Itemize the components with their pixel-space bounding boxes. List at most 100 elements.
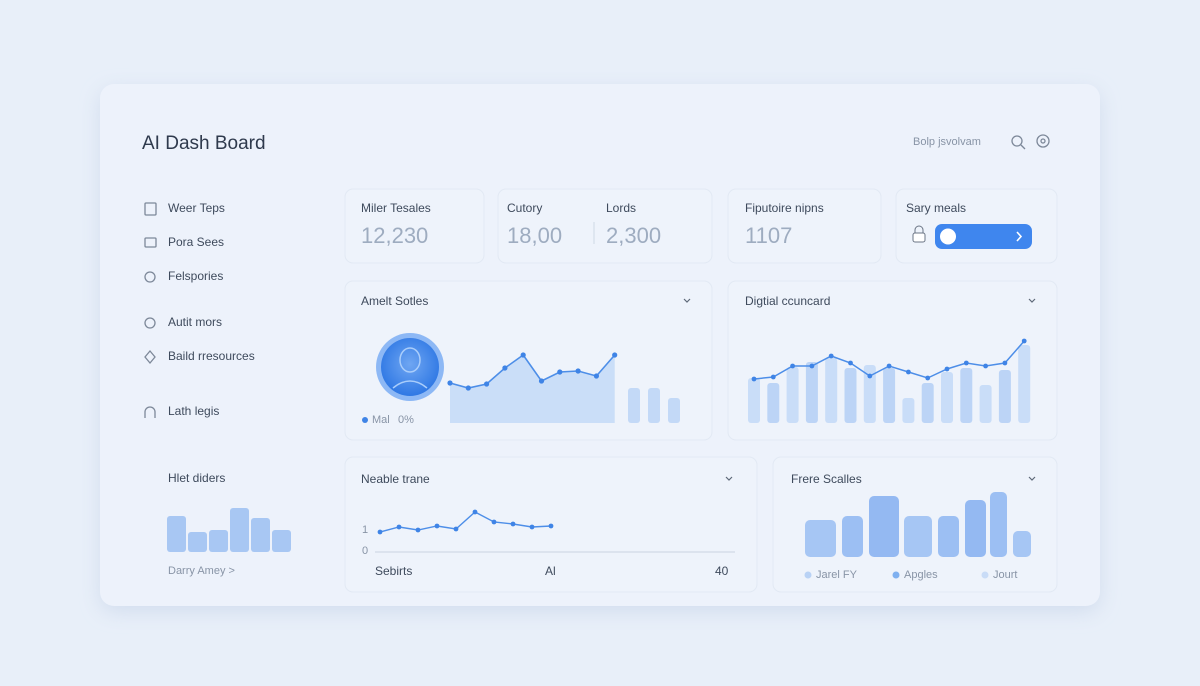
y-label: 0	[362, 545, 368, 557]
search-icon[interactable]	[1011, 135, 1026, 150]
nav-item[interactable]: Baild rresources	[168, 349, 255, 363]
x-label: 40	[715, 564, 729, 578]
line-point	[867, 373, 873, 379]
bar	[805, 362, 818, 423]
line-point	[538, 378, 545, 384]
line-point	[453, 526, 459, 532]
bar	[998, 370, 1011, 423]
mini-chart-title: Hlet diders	[168, 471, 225, 485]
bar	[921, 383, 934, 423]
sidebar-link[interactable]: Darry Amey >	[168, 565, 235, 577]
dropdown-chevron[interactable]	[1028, 298, 1036, 303]
y-label: 1	[362, 524, 368, 536]
bar	[786, 367, 799, 423]
page-title: AI Dash Board	[142, 133, 266, 154]
line-point	[1021, 338, 1027, 344]
bar	[825, 358, 838, 423]
stat-card	[727, 188, 882, 264]
bar	[767, 383, 780, 423]
line-point	[447, 380, 453, 386]
legend-dot	[362, 417, 368, 423]
line-point	[465, 385, 471, 391]
legend-value: 0%	[398, 414, 414, 426]
legend-label: Apgles	[904, 569, 938, 581]
legend-label: Mal	[372, 414, 390, 426]
x-label: Al	[545, 564, 556, 578]
bar	[990, 492, 1007, 557]
settings-icon[interactable]	[1036, 134, 1050, 148]
mini-bar	[230, 508, 249, 552]
line-point	[396, 524, 402, 530]
line-point	[790, 363, 795, 369]
line-point	[593, 373, 600, 379]
line-point	[848, 360, 853, 366]
mini-bar	[209, 530, 228, 552]
bar	[844, 368, 857, 423]
mini-bar	[188, 532, 207, 552]
bar	[628, 388, 640, 423]
bar	[1018, 345, 1031, 423]
line-point	[828, 353, 834, 359]
bar	[668, 398, 680, 423]
nav-item[interactable]: Felspories	[168, 269, 223, 283]
nav-icon	[144, 202, 157, 418]
line-point	[415, 527, 421, 533]
legend-dot	[892, 571, 900, 579]
line-point	[751, 376, 757, 382]
bar	[941, 372, 953, 423]
avatar	[376, 333, 444, 401]
line-point	[548, 523, 554, 529]
x-label: Sebirts	[375, 564, 412, 578]
mini-bar	[251, 518, 270, 552]
line-point	[484, 381, 490, 387]
line-point	[377, 529, 383, 535]
bar	[883, 368, 896, 423]
stat-value: 1107	[745, 223, 792, 248]
line-point	[770, 374, 776, 380]
line-point	[529, 524, 535, 530]
bar	[902, 398, 915, 423]
line-point	[612, 352, 618, 358]
stat-value: 2,300	[606, 223, 661, 248]
line-point	[491, 519, 497, 525]
dropdown-chevron[interactable]	[683, 298, 691, 303]
nav-item[interactable]: Lath legis	[168, 404, 219, 418]
legend-dot	[804, 571, 812, 579]
chart-title: Frere Scalles	[791, 472, 862, 486]
legend-label: Jarel FY	[816, 569, 858, 581]
search-text[interactable]: Bolp jsvolvam	[913, 136, 981, 148]
line-point	[520, 352, 526, 358]
stat-value: 18,00	[507, 223, 562, 248]
bar	[842, 516, 863, 557]
nav-item[interactable]: Pora Sees	[168, 235, 224, 249]
bar	[1013, 531, 1031, 557]
dropdown-chevron[interactable]	[1028, 476, 1036, 481]
toggle-button[interactable]	[935, 224, 1032, 249]
nav-item[interactable]: Autit mors	[168, 315, 222, 329]
stat-value: 12,230	[361, 223, 428, 248]
bar	[938, 516, 959, 557]
nav-item[interactable]: Weer Teps	[168, 201, 225, 215]
bar	[805, 520, 836, 557]
mini-bar	[167, 516, 186, 552]
line-point	[983, 363, 988, 369]
line	[449, 353, 616, 389]
line-point	[502, 365, 508, 371]
bar	[965, 500, 986, 557]
dropdown-chevron[interactable]	[725, 476, 733, 481]
line-point	[809, 363, 815, 369]
line-point	[510, 521, 516, 527]
bar	[979, 385, 992, 423]
line-point	[886, 363, 892, 369]
chart-card	[344, 280, 713, 441]
line	[379, 511, 552, 533]
stat-label: Miler Tesales	[361, 201, 431, 215]
lock-icon	[912, 232, 926, 243]
bar	[960, 368, 973, 423]
bar	[648, 388, 660, 423]
stat-card	[497, 188, 713, 264]
mini-bar	[272, 530, 291, 552]
line-point	[557, 369, 563, 375]
legend-label: Jourt	[993, 569, 1017, 581]
